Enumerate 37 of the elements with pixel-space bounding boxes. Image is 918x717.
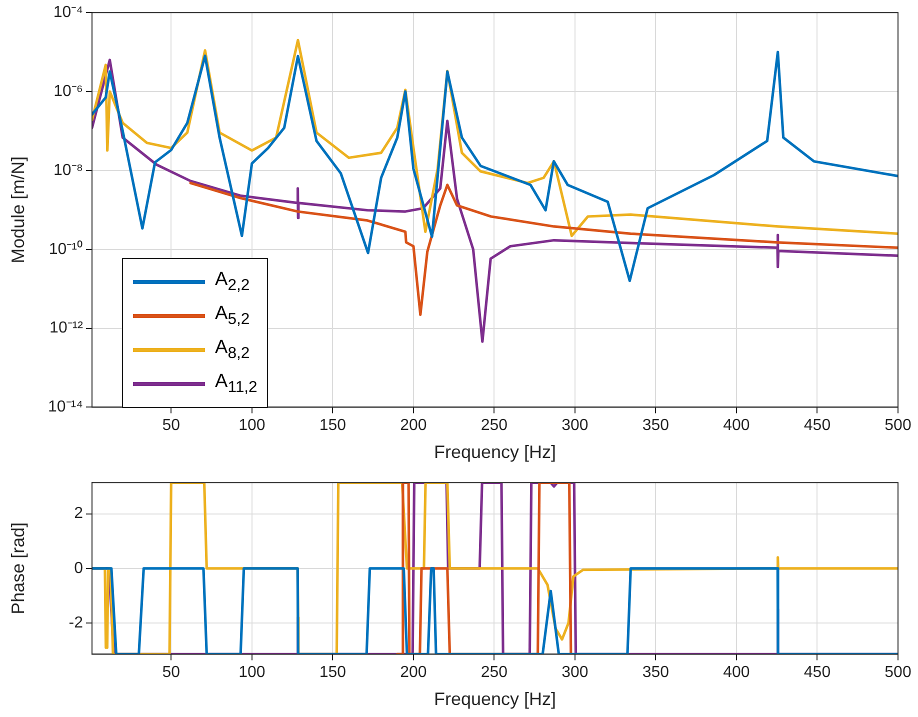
y-tick-label: 10⁻⁴ [53, 4, 84, 22]
legend-label: A$_{11,2}$ [215, 371, 258, 397]
x-tick-label: 150 [319, 417, 346, 434]
x-tick-label: 250 [480, 417, 508, 434]
y-axis-title: Module [m/N] [8, 156, 28, 264]
y-tick-label: 10⁻⁶ [54, 82, 83, 100]
y-tick-label: 2 [74, 505, 84, 522]
legend-label: A$_{5,2}$ [215, 303, 250, 329]
x-tick-label: 500 [884, 417, 912, 434]
x-axis-title: Frequency [Hz] [434, 689, 556, 710]
y-axis-title: Phase [rad] [8, 522, 28, 614]
x-tick-label: 150 [319, 664, 346, 682]
x-tick-label: 450 [804, 664, 831, 682]
y-tick-label: 10⁻¹⁰ [48, 240, 83, 258]
y-tick-label: 0 [74, 560, 84, 577]
y-tick-label: 10⁻¹² [50, 320, 84, 337]
x-tick-label: 50 [162, 664, 180, 682]
x-tick-label: 250 [480, 664, 508, 682]
x-tick-label: 350 [642, 664, 670, 682]
x-tick-label: 50 [162, 417, 180, 434]
x-tick-label: 500 [884, 664, 912, 682]
x-tick-label: 200 [400, 664, 427, 682]
x-tick-label: 100 [238, 417, 266, 434]
x-tick-label: 300 [562, 417, 588, 434]
y-tick-label: 10⁻⁸ [53, 162, 83, 179]
x-tick-label: 400 [723, 664, 750, 682]
x-tick-label: 350 [642, 417, 670, 434]
x-tick-label: 450 [804, 417, 831, 434]
y-tick-label: -2 [68, 614, 84, 632]
x-tick-label: 100 [238, 664, 266, 682]
x-tick-label: 300 [562, 664, 588, 682]
x-tick-label: 400 [723, 417, 750, 434]
x-tick-label: 200 [400, 417, 427, 434]
legend-label: A$_{8,2}$ [215, 337, 250, 363]
x-axis-title: Frequency [Hz] [434, 442, 556, 462]
legend-label: A$_{2,2}$ [215, 269, 250, 295]
y-tick-label: 10⁻¹⁴ [48, 398, 84, 416]
